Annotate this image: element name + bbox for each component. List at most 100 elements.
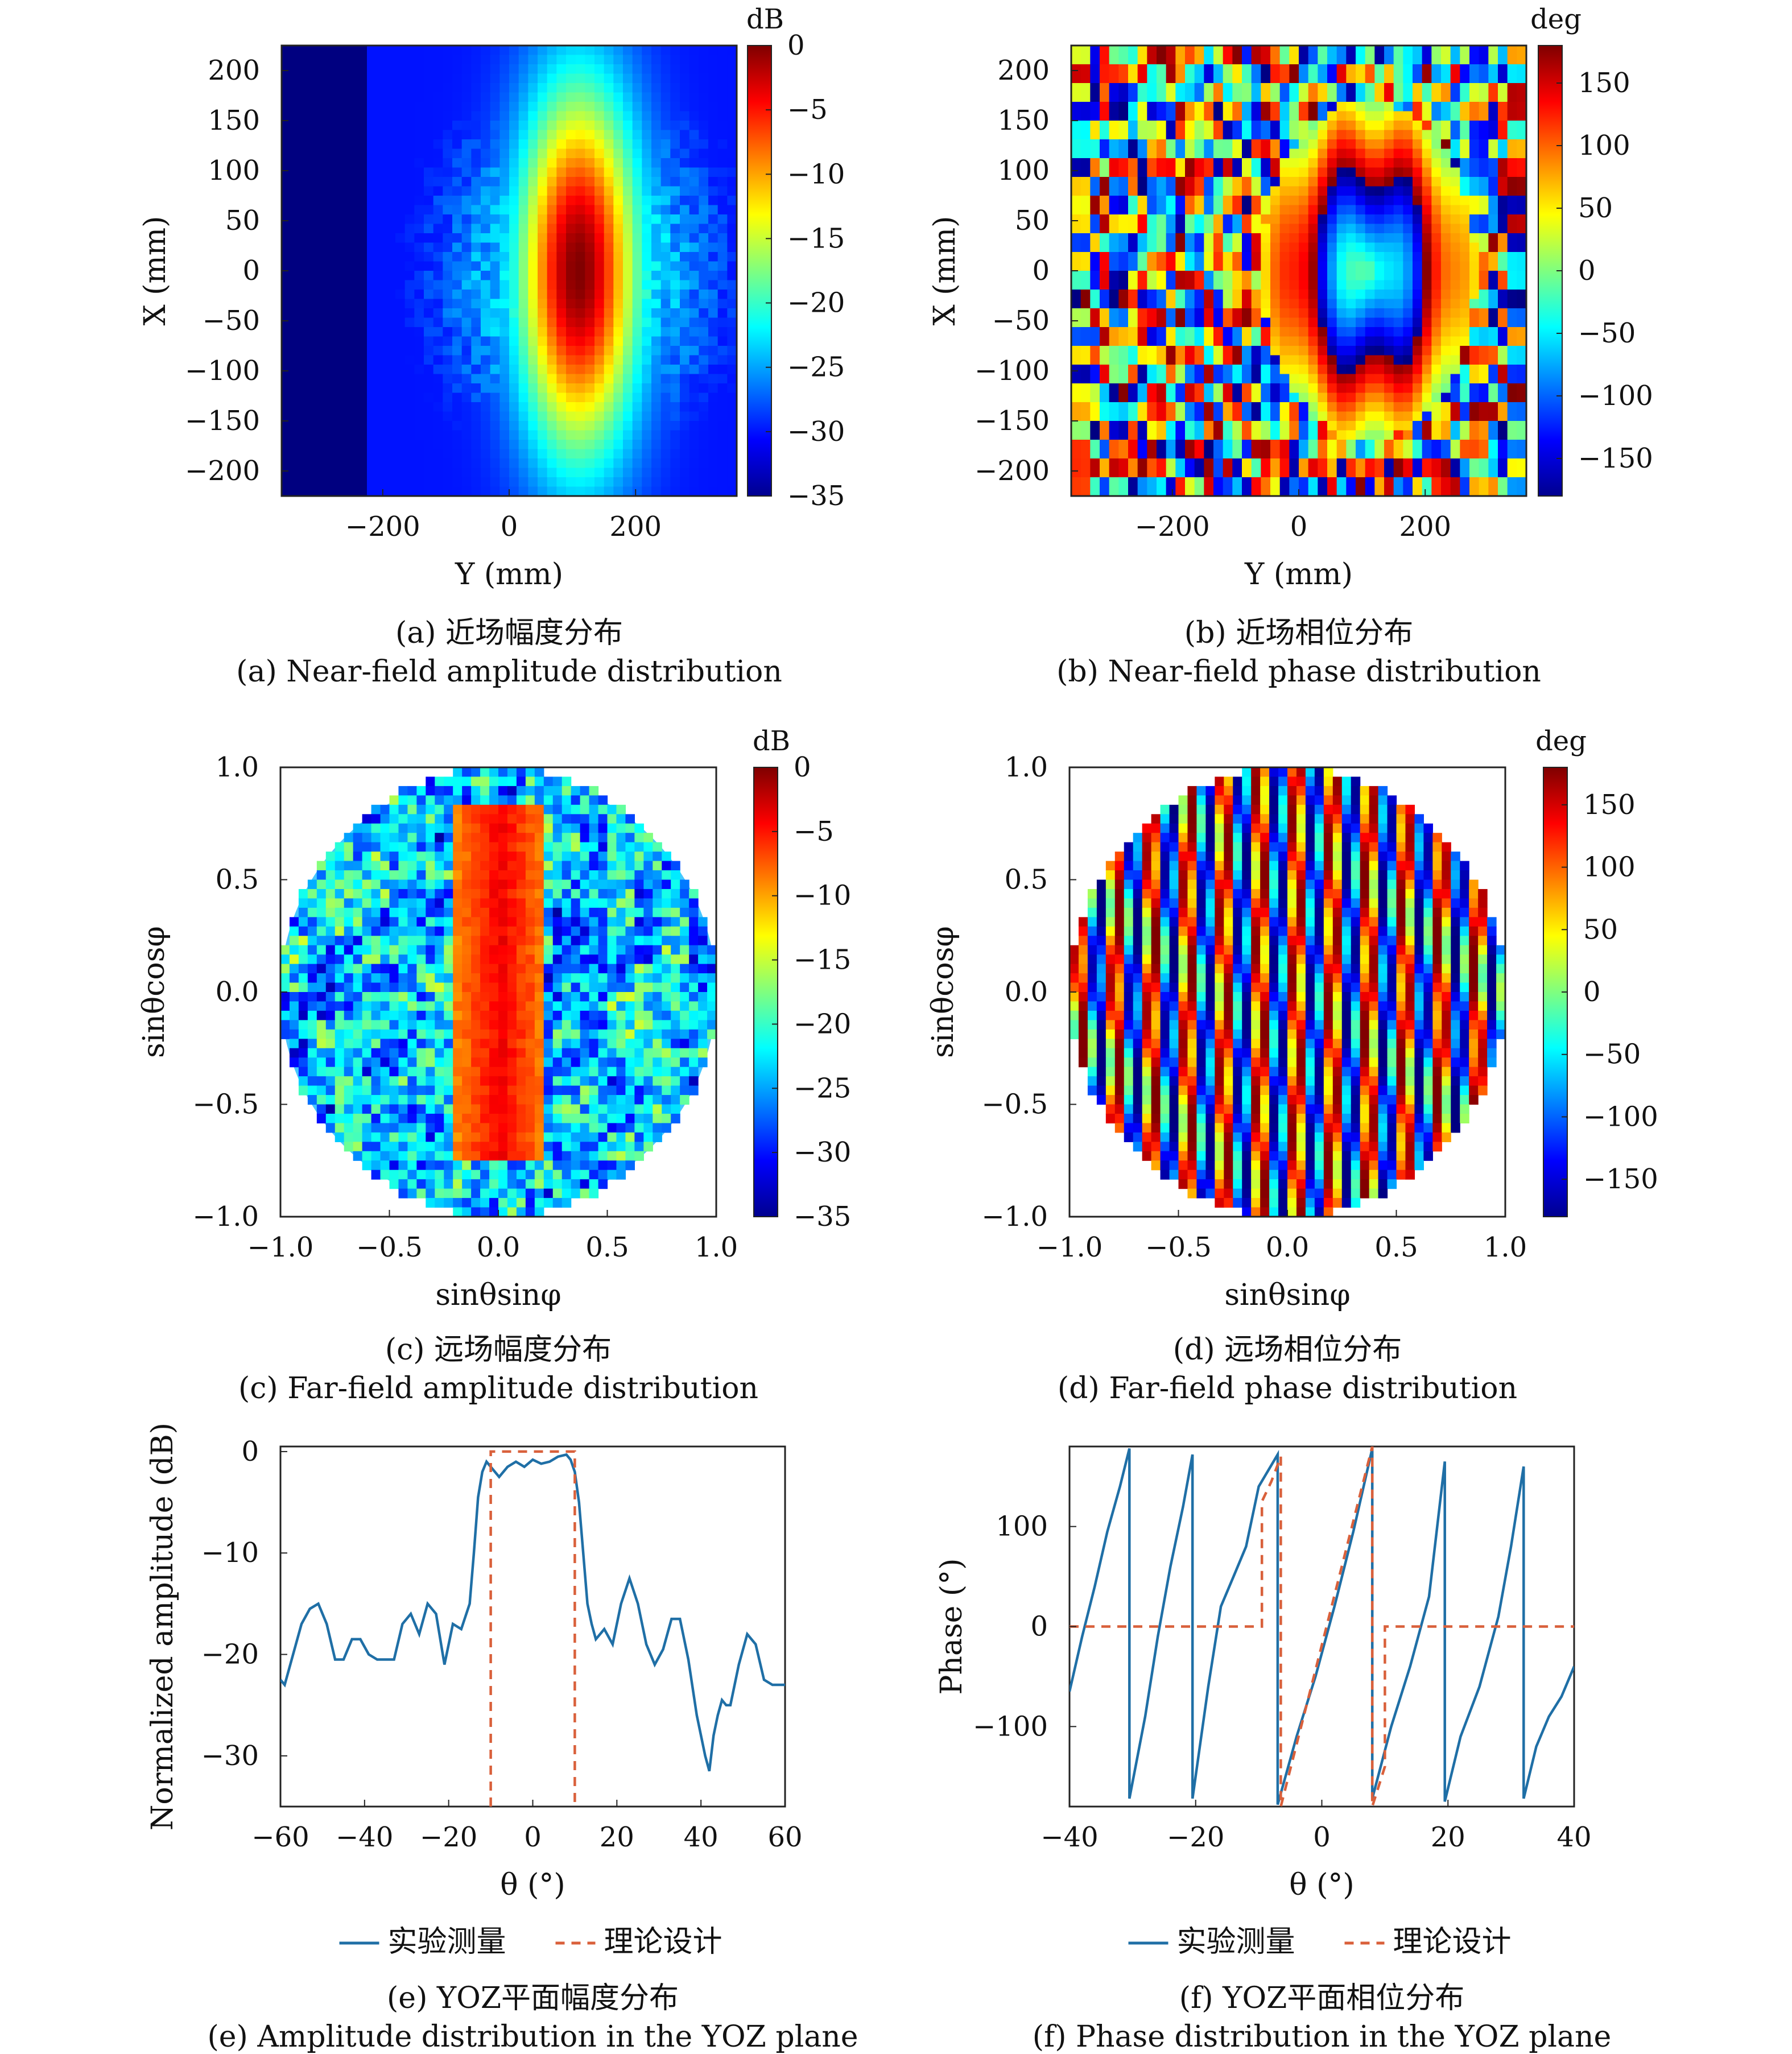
heatmap-cell: [727, 299, 737, 309]
heatmap-cell: [1441, 64, 1451, 75]
heatmap-cell: [1071, 421, 1081, 431]
heatmap-cell: [518, 327, 528, 337]
heatmap-cell: [362, 842, 372, 852]
heatmap-cell: [566, 242, 576, 253]
heatmap-cell: [1109, 148, 1119, 159]
heatmap-cell: [1479, 299, 1489, 309]
heatmap-cell: [1469, 383, 1480, 394]
heatmap-cell: [1128, 346, 1138, 356]
caption-cn: (a) 近场幅度分布: [395, 616, 623, 650]
heatmap-cell: [632, 64, 642, 75]
heatmap-cell: [1166, 83, 1176, 93]
heatmap-cell: [1431, 280, 1442, 290]
heatmap-cell: [1460, 280, 1470, 290]
heatmap-cell: [1232, 139, 1242, 150]
heatmap-cell: [1147, 102, 1157, 112]
heatmap-cell: [1118, 64, 1129, 75]
heatmap-cell: [1242, 299, 1252, 309]
heatmap-cell: [1166, 430, 1176, 440]
heatmap-cell: [480, 833, 490, 843]
heatmap-cell: [1318, 280, 1328, 290]
heatmap-cell: [566, 430, 576, 440]
heatmap-cell: [708, 411, 719, 421]
heatmap-cell: [727, 486, 737, 497]
heatmap-cell: [1175, 158, 1186, 168]
heatmap-cell: [395, 148, 406, 159]
heatmap-cell: [404, 196, 415, 206]
heatmap-cell: [1365, 205, 1375, 215]
heatmap-cell: [404, 214, 415, 225]
heatmap-cell: [395, 477, 406, 487]
heatmap-cell: [1261, 430, 1271, 440]
heatmap-cell: [291, 73, 301, 84]
heatmap-cell: [518, 261, 528, 271]
heatmap-cell: [585, 167, 595, 177]
heatmap-cell: [594, 383, 605, 394]
y-tick-label: −50: [992, 305, 1050, 337]
heatmap-cell: [598, 842, 608, 852]
heatmap-cell: [509, 83, 519, 93]
heatmap-cell: [1270, 92, 1281, 102]
heatmap-cell: [1185, 224, 1195, 234]
heatmap-cell: [642, 365, 652, 375]
heatmap-cell: [1279, 290, 1290, 300]
heatmap-cell: [623, 252, 633, 262]
heatmap-cell: [1194, 392, 1204, 403]
heatmap-cell: [1194, 242, 1204, 253]
heatmap-cell: [1365, 214, 1375, 225]
heatmap-cell: [452, 468, 463, 478]
heatmap-cell: [1318, 346, 1328, 356]
heatmap-cell: [708, 374, 719, 384]
heatmap-cell: [348, 130, 358, 140]
heatmap-cell: [607, 804, 617, 815]
heatmap-cell: [1384, 449, 1394, 459]
heatmap-cell: [357, 365, 368, 375]
heatmap-cell: [1289, 92, 1299, 102]
heatmap-cell: [1479, 402, 1489, 412]
heatmap-cell: [1118, 365, 1129, 375]
heatmap-cell: [461, 177, 472, 187]
heatmap-cell: [1166, 177, 1176, 187]
heatmap-cell: [1403, 308, 1413, 319]
heatmap-cell: [604, 336, 614, 346]
heatmap-cell: [518, 468, 528, 478]
heatmap-cell: [699, 130, 709, 140]
heatmap-cell: [1213, 111, 1224, 121]
heatmap-cell: [1071, 139, 1081, 150]
heatmap-cell: [1460, 421, 1470, 431]
heatmap-cell: [395, 290, 406, 300]
heatmap-cell: [1213, 186, 1224, 196]
heatmap-cell: [329, 374, 339, 384]
heatmap-cell: [547, 421, 557, 431]
heatmap-cell: [300, 280, 311, 290]
heatmap-cell: [1336, 299, 1347, 309]
heatmap-cell: [670, 440, 680, 450]
heatmap-cell: [338, 73, 349, 84]
heatmap-cell: [499, 486, 510, 497]
heatmap-cell: [376, 167, 386, 177]
heatmap-cell: [670, 242, 680, 253]
heatmap-cell: [1261, 421, 1271, 431]
heatmap-cell: [1071, 449, 1081, 459]
heatmap-cell: [1289, 374, 1299, 384]
heatmap-cell: [699, 430, 709, 440]
heatmap-cell: [1242, 64, 1252, 75]
heatmap-cell: [462, 795, 472, 805]
heatmap-cell: [404, 365, 415, 375]
heatmap-cell: [1185, 233, 1195, 243]
heatmap-cell: [348, 205, 358, 215]
heatmap-cell: [1223, 55, 1233, 65]
heatmap-cell: [1137, 355, 1147, 365]
heatmap-cell: [1100, 392, 1110, 403]
heatmap-cell: [1185, 186, 1195, 196]
heatmap-cell: [386, 336, 396, 346]
heatmap-cell: [670, 92, 680, 102]
heatmap-cell: [1223, 411, 1233, 421]
heatmap-cell: [1374, 233, 1385, 243]
heatmap-cell: [498, 833, 508, 843]
heatmap-cell: [1488, 290, 1498, 300]
heatmap-cell: [348, 177, 358, 187]
heatmap-cell: [424, 196, 434, 206]
heatmap-cell: [1393, 139, 1403, 150]
heatmap-cell: [1185, 440, 1195, 450]
